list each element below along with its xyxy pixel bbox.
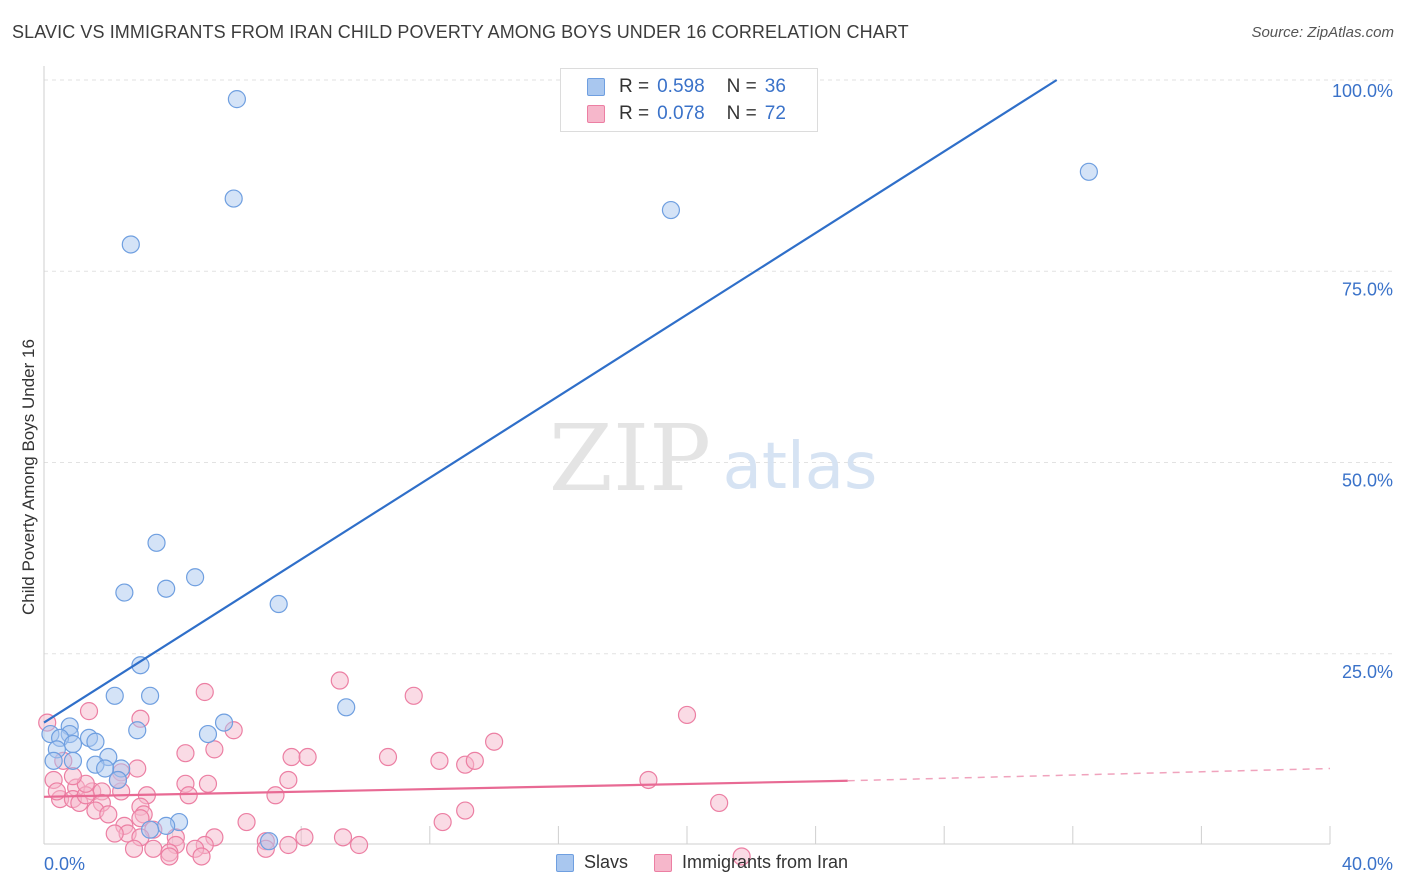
iran-point (282, 747, 301, 767)
y-axis-label: Child Poverty Among Boys Under 16 (19, 339, 38, 615)
iran-point (124, 839, 144, 858)
iran-point (378, 747, 398, 767)
iran-point (105, 824, 124, 843)
iran-point (333, 828, 353, 847)
iran-trend-extension (847, 767, 1331, 782)
iran-point (677, 705, 697, 725)
iran-swatch (587, 105, 605, 123)
slavs-point (186, 568, 205, 587)
slavs-point (157, 579, 176, 598)
iran-point (192, 847, 211, 866)
slavs-point (128, 721, 147, 740)
iran-point (79, 702, 99, 721)
r-label: R = (619, 103, 650, 124)
iran-point (195, 682, 214, 702)
slavs-point (63, 751, 83, 770)
slavs-point (661, 200, 681, 220)
correlation-legend: R = 0.598 N = 36 R = 0.078 N = 72 (560, 68, 818, 132)
legend-row-iran: R = 0.078 N = 72 (587, 102, 786, 126)
y-tick-label: 75.0% (1342, 279, 1393, 299)
n-label: N = (726, 76, 757, 97)
slavs-point (115, 583, 134, 602)
iran-point (128, 759, 147, 778)
slavs-point (105, 686, 124, 705)
slavs-point (224, 189, 243, 208)
slavs-point (1079, 162, 1098, 181)
iran-point (298, 747, 317, 767)
iran-point (279, 770, 298, 790)
slavs-point (44, 751, 63, 770)
slavs-point (140, 686, 160, 705)
iran-point (404, 686, 423, 705)
slavs-point (198, 724, 218, 744)
chart-title: SLAVIC VS IMMIGRANTS FROM IRAN CHILD POV… (12, 22, 909, 42)
gridlines (44, 79, 1392, 655)
slavs-point (259, 832, 279, 851)
slavs-point (86, 732, 105, 751)
iran-point (710, 793, 729, 813)
r-value: 0.598 (657, 76, 705, 97)
slavs-point (214, 713, 234, 732)
iran-point (176, 744, 195, 763)
iran-point (179, 786, 198, 805)
iran-trend-line (43, 779, 848, 798)
slavs-point (108, 770, 128, 790)
iran-point (295, 828, 314, 847)
y-tick-label: 100.0% (1332, 81, 1393, 101)
slavs-point (131, 656, 150, 675)
iran-point (732, 847, 751, 866)
watermark-zip: ZIP (549, 405, 711, 512)
iran-point (205, 740, 224, 759)
slavs-point (269, 594, 288, 614)
slavs-point (157, 816, 176, 835)
iran-point (279, 835, 298, 855)
source-label: Source: ZipAtlas.com (1251, 24, 1394, 41)
watermark-atlas: atlas (723, 430, 878, 504)
legend-label: Immigrants from Iran (682, 852, 849, 872)
iran-point (160, 847, 179, 866)
legend-item-slavs[interactable]: Slavs (556, 852, 628, 873)
iran-point (430, 751, 449, 770)
iran-point (330, 671, 349, 690)
legend-row-slavs: R = 0.598 N = 36 (587, 75, 786, 99)
slavs-point (140, 820, 160, 839)
slavs-swatch (587, 78, 605, 96)
iran-point (237, 812, 256, 832)
legend-label: Slavs (584, 852, 629, 872)
x-tick-label: 0.0% (44, 854, 85, 874)
iran-point (485, 732, 504, 751)
series-legend: Slavs Immigrants from Iran (556, 852, 874, 873)
y-tick-label: 50.0% (1342, 471, 1393, 491)
slavs-swatch (556, 853, 574, 872)
iran-point (465, 751, 484, 770)
x-tick-label: 40.0% (1342, 854, 1393, 874)
iran-point (349, 835, 369, 855)
slavs-point (121, 235, 140, 254)
r-value: 0.078 (657, 103, 705, 124)
watermark: ZIP atlas (549, 405, 877, 512)
iran-point (144, 839, 163, 858)
iran-point (456, 801, 475, 820)
slavs-point (337, 698, 356, 717)
iran-swatch (654, 853, 673, 872)
slavs-point (227, 90, 246, 109)
y-tick-label: 25.0% (1342, 662, 1393, 682)
iran-point (198, 774, 218, 793)
n-value: 72 (764, 103, 786, 124)
r-label: R = (619, 76, 650, 97)
iran-point (63, 767, 83, 786)
legend-item-iran[interactable]: Immigrants from Iran (654, 852, 848, 873)
slavs-point (147, 533, 166, 552)
iran-point (266, 786, 285, 805)
iran-point (99, 805, 118, 824)
tick-labels: 25.0% 50.0% 75.0% 100.0% 0.0% 40.0% (44, 81, 1393, 874)
slavs-point (63, 734, 83, 754)
slavs-trend-line (43, 79, 1058, 724)
n-label: N = (726, 103, 757, 124)
trend-lines (43, 79, 1331, 798)
slavs-point (95, 759, 115, 778)
iran-point (433, 812, 452, 832)
n-value: 36 (764, 76, 786, 97)
